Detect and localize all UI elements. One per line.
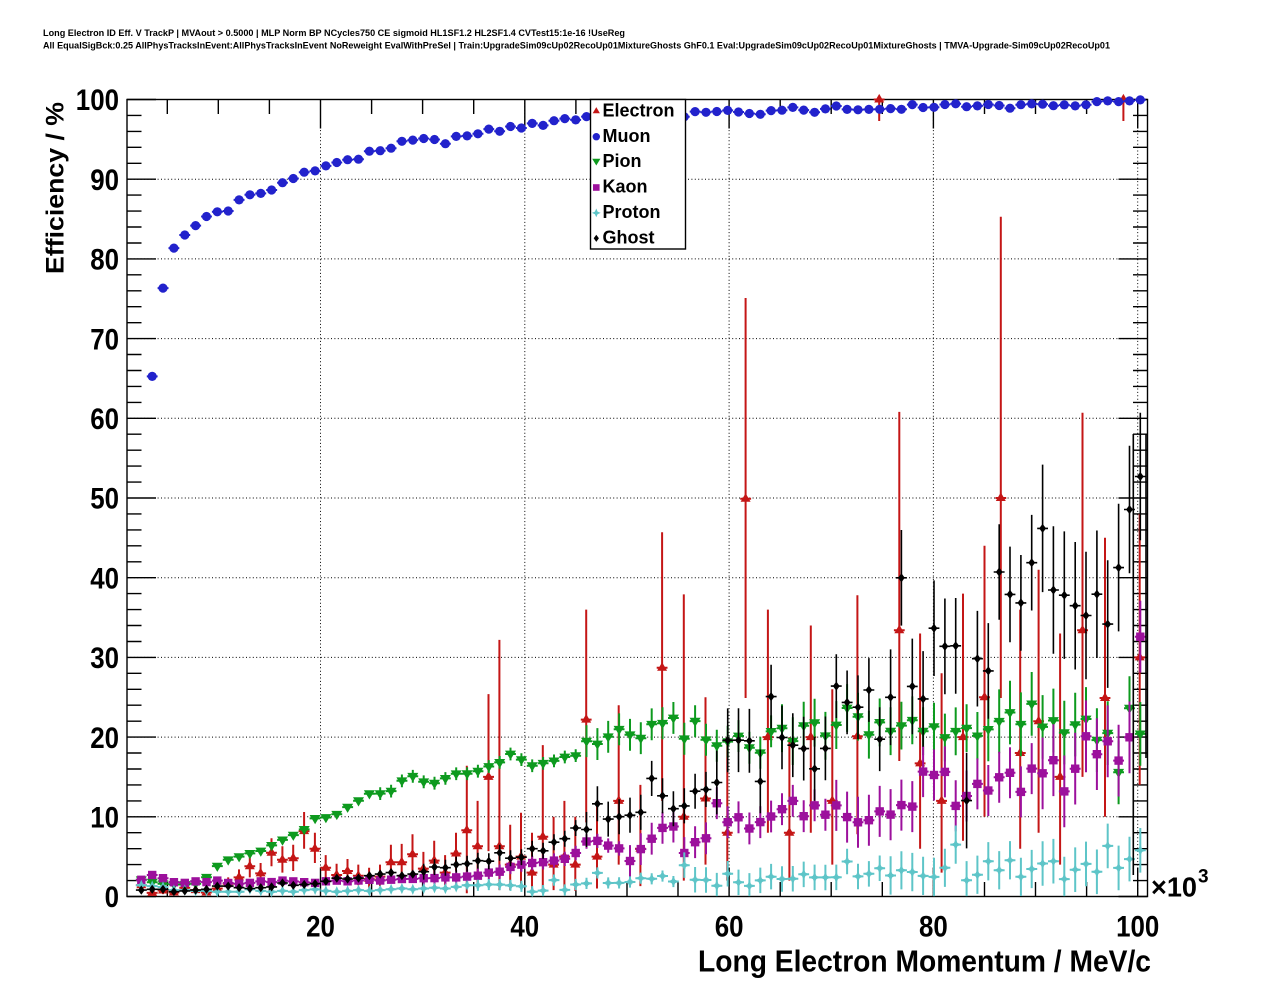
- svg-text:Electron: Electron: [603, 100, 675, 120]
- svg-text:×10: ×10: [1151, 872, 1197, 903]
- svg-text:Long Electron Momentum / MeV/c: Long Electron Momentum / MeV/c: [698, 945, 1151, 979]
- svg-text:90: 90: [90, 164, 119, 197]
- svg-text:Efficiency / %: Efficiency / %: [42, 102, 70, 274]
- svg-text:Ghost: Ghost: [603, 227, 655, 247]
- svg-text:30: 30: [90, 642, 119, 675]
- svg-text:50: 50: [90, 483, 119, 516]
- svg-text:10: 10: [90, 802, 119, 835]
- svg-text:20: 20: [90, 722, 119, 755]
- svg-text:40: 40: [90, 562, 119, 595]
- svg-text:3: 3: [1198, 867, 1209, 888]
- svg-text:Pion: Pion: [603, 151, 642, 171]
- svg-text:100: 100: [76, 84, 119, 117]
- svg-text:Proton: Proton: [603, 202, 661, 222]
- svg-text:Long Electron ID Eff. V TrackP: Long Electron ID Eff. V TrackP | MVAout …: [43, 28, 625, 39]
- svg-text:80: 80: [919, 911, 948, 944]
- svg-text:Muon: Muon: [603, 126, 651, 146]
- svg-text:70: 70: [90, 323, 119, 356]
- svg-text:80: 80: [90, 244, 119, 277]
- svg-text:100: 100: [1116, 911, 1159, 944]
- svg-text:40: 40: [510, 911, 539, 944]
- svg-text:20: 20: [306, 911, 335, 944]
- svg-text:0: 0: [105, 881, 119, 914]
- svg-text:All EqualSigBck:0.25 AllPhysTr: All EqualSigBck:0.25 AllPhysTracksInEven…: [43, 41, 1111, 52]
- svg-text:Kaon: Kaon: [603, 177, 648, 197]
- svg-text:60: 60: [715, 911, 744, 944]
- svg-text:60: 60: [90, 403, 119, 436]
